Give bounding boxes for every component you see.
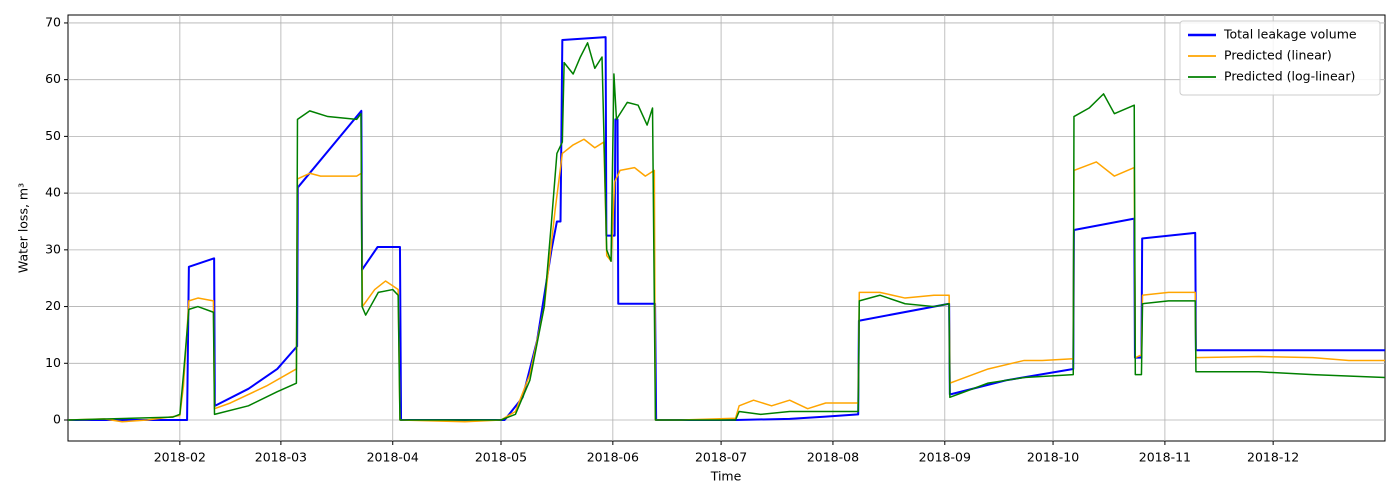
legend-label: Total leakage volume bbox=[1223, 27, 1357, 42]
x-tick-label: 2018-04 bbox=[367, 450, 419, 465]
y-tick-label: 0 bbox=[53, 412, 61, 427]
series-line bbox=[67, 42, 1386, 421]
x-tick-label: 2018-03 bbox=[255, 450, 307, 465]
lines bbox=[67, 36, 1386, 423]
grid: 2018-02 2018-03 2018-04 2018-05 2018-06 2018-… bbox=[45, 14, 1385, 465]
x-tick-label: 2018-02 bbox=[154, 450, 206, 465]
y-tick-label: 60 bbox=[45, 71, 61, 86]
x-axis-label: Time bbox=[710, 469, 742, 484]
y-tick-label: 50 bbox=[45, 128, 61, 143]
x-tick-label: 2018-05 bbox=[475, 450, 527, 465]
plot-frame bbox=[67, 14, 1386, 442]
x-tick-label: 2018-06 bbox=[587, 450, 639, 465]
x-tick-label: 2018-12 bbox=[1247, 450, 1299, 465]
y-tick-label: 40 bbox=[45, 185, 61, 200]
y-tick-label: 70 bbox=[45, 14, 61, 29]
x-tick-label: 2018-11 bbox=[1139, 450, 1191, 465]
y-axis-label: Water loss, m³ bbox=[16, 183, 31, 273]
x-tick-label: 2018-10 bbox=[1027, 450, 1079, 465]
x-tick-label: 2018-07 bbox=[695, 450, 747, 465]
x-tick-label: 2018-09 bbox=[919, 450, 971, 465]
legend: Total leakage volume Predicted (linear) Pr… bbox=[1179, 20, 1381, 96]
y-tick-label: 30 bbox=[45, 241, 61, 256]
series-line bbox=[67, 138, 1385, 423]
y-tick-label: 10 bbox=[45, 355, 61, 370]
legend-label: Predicted (linear) bbox=[1224, 48, 1332, 63]
x-tick-label: 2018-08 bbox=[807, 450, 859, 465]
legend-label: Predicted (log-linear) bbox=[1224, 69, 1355, 84]
legend-box bbox=[1179, 20, 1381, 96]
y-tick-label: 20 bbox=[45, 298, 61, 313]
